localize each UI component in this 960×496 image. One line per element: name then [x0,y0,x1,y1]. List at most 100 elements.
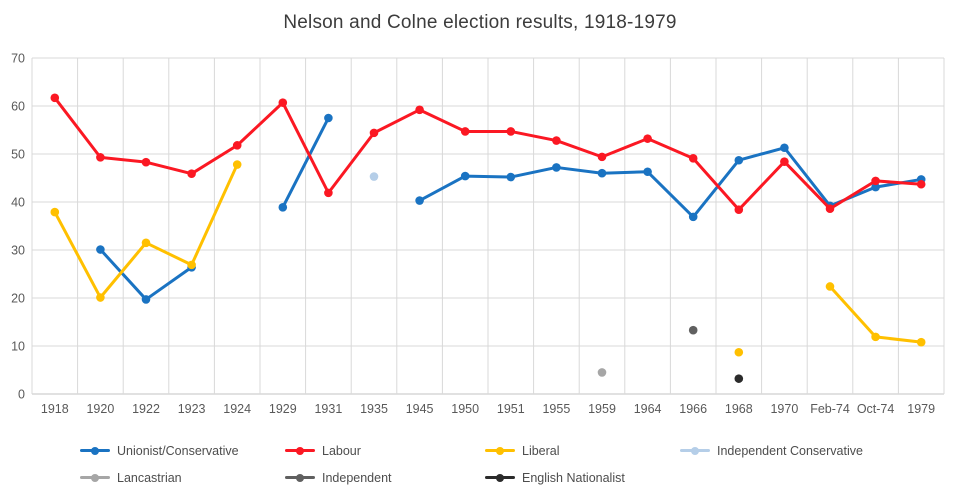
legend-item-lancastrian: Lancastrian [80,471,285,485]
data-point-unionist-conservative-oct-74 [871,182,880,192]
data-point-labour-1918 [50,93,60,103]
data-point-labour-1923 [187,169,196,178]
y-axis-tick-label-0: 0 [18,388,25,402]
legend-label-english-nationalist: English Nationalist [522,470,625,485]
x-axis-tick-label-1929: 1929 [269,402,297,416]
x-axis-tick-label-1964: 1964 [634,402,662,416]
legend-marker-unionist-conservative-icon [80,446,110,455]
x-axis-tick-label-1966: 1966 [679,402,707,416]
data-point-liberal-1924 [232,160,242,169]
legend-label-labour: Labour [322,443,361,458]
legend-marker-liberal-icon [485,446,515,455]
x-axis-tick-label-1959: 1959 [588,402,616,416]
data-point-labour-1959 [597,152,607,162]
legend-marker-lancastrian-icon [80,473,110,482]
legend-label-unionist-conservative: Unionist/Conservative [117,443,239,458]
data-point-labour-1935 [369,128,379,138]
data-point-labour-1966 [688,154,698,163]
data-point-liberal-1968 [734,347,744,357]
y-axis-tick-label-40: 40 [11,196,25,210]
data-point-unionist-conservative-1931 [324,113,333,123]
data-point-labour-1964 [643,134,652,143]
x-axis-tick-label-1924: 1924 [223,402,251,416]
legend-row-1: Unionist/Conservative Labour Liberal Ind… [80,437,952,464]
data-point-labour-1955 [552,136,561,145]
legend-marker-independent-icon [285,473,315,482]
data-point-labour-1922 [141,157,151,167]
legend-row-2: Lancastrian Independent English National… [80,464,952,491]
x-axis-tick-label-1955: 1955 [542,402,570,416]
data-point-labour-1950 [460,127,470,136]
series-line-unionist-conservative [281,116,330,209]
data-point-labour-1929 [278,98,288,107]
data-point-liberal-1922 [141,238,151,248]
legend-marker-independent-conservative-icon [680,446,710,455]
data-point-english-nationalist-1968 [734,374,744,383]
legend-label-lancastrian: Lancastrian [117,470,182,485]
legend-marker-labour-icon [285,446,315,455]
y-axis-tick-label-60: 60 [11,100,25,114]
legend-label-liberal: Liberal [522,443,560,458]
data-point-unionist-conservative-1964 [643,167,652,177]
data-point-unionist-conservative-1950 [460,171,470,181]
y-axis-tick-label-70: 70 [11,52,25,66]
x-axis-tick-label-1931: 1931 [314,402,342,416]
data-point-unionist-conservative-1922 [141,295,151,304]
legend-item-labour: Labour [285,444,485,458]
legend: Unionist/Conservative Labour Liberal Ind… [80,437,952,491]
data-point-lancastrian-1959 [597,368,607,377]
x-axis-tick-label-1968: 1968 [725,402,753,416]
x-axis-tick-label-1923: 1923 [178,402,206,416]
data-point-unionist-conservative-1951 [506,172,516,182]
x-axis-tick-label-1918: 1918 [41,402,69,416]
legend-label-independent-conservative: Independent Conservative [717,443,863,458]
election-results-line-chart: 0 10 20 30 40 50 60 70 1918 1920 1922 1923 1924 1929 1… [11,52,945,416]
data-point-liberal-1923 [187,260,196,270]
y-axis-tick-label-10: 10 [11,340,25,354]
data-point-labour-oct-74 [871,176,880,186]
data-point-labour-1920 [96,153,105,162]
series-line-liberal [53,163,239,300]
y-axis-tick-label-30: 30 [11,244,25,258]
x-axis-tick-label-1970: 1970 [770,402,798,416]
data-point-independent-1966 [688,325,698,335]
series-line-labour [53,96,923,212]
legend-item-independent-conservative: Independent Conservative [680,444,952,458]
legend-item-unionist-conservative: Unionist/Conservative [80,444,285,458]
x-axis-tick-label-feb-74: Feb-74 [810,402,850,416]
data-point-labour-1945 [415,105,424,115]
legend-label-independent: Independent [322,470,392,485]
data-point-liberal-oct-74 [871,332,880,342]
x-axis-tick-label-1979: 1979 [907,402,935,416]
x-axis-tick-label-1950: 1950 [451,402,479,416]
data-point-labour-1931 [324,188,333,198]
chart-title: Nelson and Colne election results, 1918-… [283,12,677,33]
data-point-unionist-conservative-1959 [597,168,607,178]
data-point-unionist-conservative-1920 [96,245,105,254]
data-point-liberal-1918 [50,207,60,217]
x-axis-tick-label-1945: 1945 [406,402,434,416]
data-point-labour-1968 [734,205,744,214]
data-point-unionist-conservative-1955 [552,163,561,172]
data-point-liberal-1979 [916,337,926,347]
data-point-unionist-conservative-1966 [688,212,698,222]
y-axis-tick-label-50: 50 [11,148,25,162]
x-axis-tick-label-1922: 1922 [132,402,160,416]
data-point-unionist-conservative-1970 [780,143,789,153]
data-point-liberal-feb-74 [825,282,835,291]
data-point-liberal-1920 [96,293,105,302]
legend-item-independent: Independent [285,471,485,485]
legend-item-liberal: Liberal [485,444,680,458]
x-axis-tick-label-1951: 1951 [497,402,525,416]
legend-marker-english-nationalist-icon [485,473,515,482]
data-point-independent-conservative-1935 [369,172,379,181]
data-point-labour-feb-74 [825,204,835,214]
data-point-labour-1970 [780,157,789,166]
data-point-labour-1979 [916,179,926,189]
x-axis-tick-label-1935: 1935 [360,402,388,416]
legend-item-english-nationalist: English Nationalist [485,471,680,485]
data-point-unionist-conservative-1945 [415,196,424,205]
y-axis-tick-label-20: 20 [11,292,25,306]
data-point-unionist-conservative-1968 [734,155,744,165]
x-axis-tick-label-1920: 1920 [86,402,114,416]
